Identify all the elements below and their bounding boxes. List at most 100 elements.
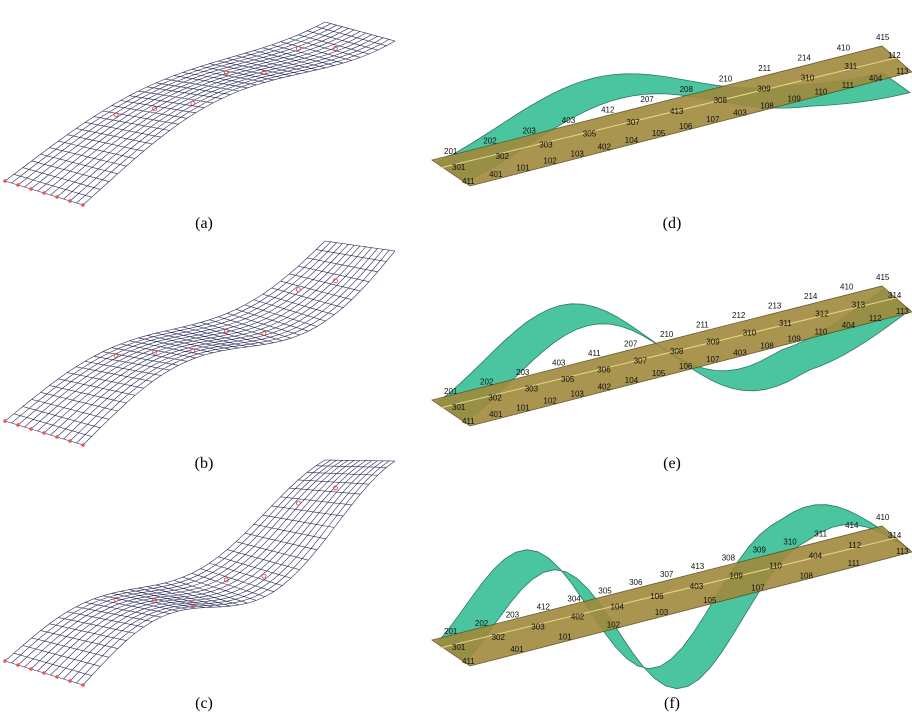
mesh-line xyxy=(23,646,101,667)
node-label: 110 xyxy=(815,88,828,97)
node-label: 304 xyxy=(567,594,581,603)
mesh-line xyxy=(289,488,360,494)
node-label: 104 xyxy=(625,136,639,145)
node-label: 106 xyxy=(679,122,693,131)
node-label: 415 xyxy=(876,33,890,42)
node-label: 305 xyxy=(583,129,597,138)
node-label: 212 xyxy=(732,311,746,320)
support-marker xyxy=(68,199,72,203)
mode-shape: 2012022034034122072082102112144104153013… xyxy=(432,33,912,186)
mesh-line xyxy=(94,117,170,131)
node-label: 102 xyxy=(543,396,557,405)
node-label: 305 xyxy=(598,586,612,595)
mesh-line xyxy=(64,36,378,199)
support-marker xyxy=(55,195,59,199)
mesh-line xyxy=(18,460,337,665)
node-label: 309 xyxy=(753,546,767,555)
node-label: 214 xyxy=(798,54,812,63)
node-label: 308 xyxy=(722,554,736,563)
node-label: 202 xyxy=(483,137,497,146)
support-marker xyxy=(68,679,72,683)
mesh-line xyxy=(103,111,179,124)
node-label: 413 xyxy=(691,562,705,571)
mesh-line xyxy=(76,129,152,145)
node-label: 310 xyxy=(801,73,815,82)
node-label: 403 xyxy=(562,116,576,125)
mesh-line xyxy=(49,386,126,404)
node-label: 201 xyxy=(444,147,458,156)
node-label: 307 xyxy=(634,356,648,365)
node-label: 109 xyxy=(730,572,744,581)
node-label: 109 xyxy=(788,335,802,344)
node-label: 103 xyxy=(655,608,669,617)
support-marker xyxy=(16,663,20,667)
node-label: 412 xyxy=(601,106,615,115)
mesh-line xyxy=(236,542,308,561)
mesh-line xyxy=(201,66,274,80)
mesh-line xyxy=(201,569,274,592)
mesh-line xyxy=(41,631,118,649)
node-label: 410 xyxy=(837,43,851,52)
figure: (a)(b)(c)2012022034034122072082102112144… xyxy=(0,0,912,715)
node-label: 102 xyxy=(607,620,621,629)
caption: (a) xyxy=(195,215,213,232)
mesh-line xyxy=(25,460,343,667)
support-marker xyxy=(42,431,46,435)
caption: (d) xyxy=(663,215,682,232)
node-label: 112 xyxy=(848,541,861,550)
node-label: 309 xyxy=(757,85,771,94)
node-label: 104 xyxy=(625,376,639,385)
support-marker xyxy=(81,683,85,687)
node-label: 402 xyxy=(571,613,585,622)
mesh-line xyxy=(57,461,372,677)
node-label: 111 xyxy=(848,559,861,568)
support-marker xyxy=(55,435,59,439)
node-label: 202 xyxy=(475,619,489,628)
support-marker xyxy=(81,203,85,207)
support-marker xyxy=(68,439,72,443)
node-label: 108 xyxy=(760,101,774,110)
support-marker xyxy=(29,187,33,191)
node-label: 105 xyxy=(652,129,666,138)
node-label: 403 xyxy=(552,359,566,368)
node-label: 413 xyxy=(670,107,684,116)
node-label: 404 xyxy=(869,74,883,83)
node-label: 112 xyxy=(888,51,901,60)
mesh-line xyxy=(272,506,343,516)
node-label: 403 xyxy=(733,108,747,117)
node-label: 113 xyxy=(896,67,909,76)
caption: (b) xyxy=(195,455,214,472)
node-label: 110 xyxy=(769,562,782,571)
support-marker xyxy=(296,288,300,292)
node-label: 411 xyxy=(462,417,475,426)
node-label: 103 xyxy=(571,390,585,399)
node-label: 202 xyxy=(480,378,494,387)
node-label: 105 xyxy=(703,596,717,605)
node-label: 401 xyxy=(489,170,503,179)
mesh-line xyxy=(5,460,325,661)
node-label: 201 xyxy=(444,627,458,636)
node-label: 111 xyxy=(842,81,855,90)
mesh-line xyxy=(70,38,383,201)
mesh-line xyxy=(281,42,352,61)
node-label: 303 xyxy=(525,384,539,393)
mesh-line xyxy=(64,461,378,679)
node-label: 109 xyxy=(788,95,802,104)
node-label: 203 xyxy=(523,126,537,135)
support-marker xyxy=(29,427,33,431)
node-label: 210 xyxy=(660,330,674,339)
node-label: 411 xyxy=(462,177,475,186)
node-label: 311 xyxy=(779,319,792,328)
caption: (c) xyxy=(195,695,213,712)
node-label: 403 xyxy=(733,348,747,357)
node-label: 401 xyxy=(489,410,503,419)
support-marker xyxy=(55,675,59,679)
node-label: 308 xyxy=(670,347,684,356)
mesh-line xyxy=(31,460,348,669)
node-label: 104 xyxy=(611,602,625,611)
node-label: 403 xyxy=(690,582,704,591)
node-label: 102 xyxy=(543,156,557,165)
support-marker xyxy=(16,423,20,427)
node-label: 311 xyxy=(814,529,827,538)
node-label: 207 xyxy=(640,95,654,104)
